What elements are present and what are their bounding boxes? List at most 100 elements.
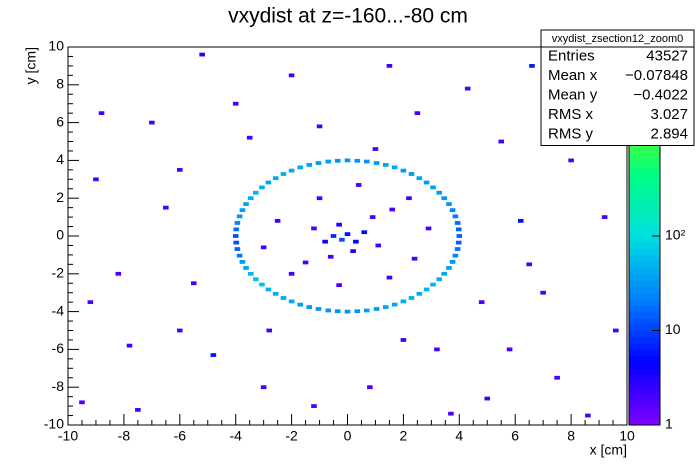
bin-cell	[288, 168, 295, 173]
bin-cell	[411, 256, 418, 261]
color-bar-step	[629, 191, 660, 199]
x-tick-label: 2	[400, 428, 408, 444]
color-bar-step	[629, 254, 660, 262]
bin-cell	[259, 282, 265, 287]
bin-cell	[334, 309, 341, 314]
bin-cell	[464, 86, 471, 91]
stats-value: 2.894	[650, 126, 688, 143]
bin-cell	[430, 282, 436, 287]
color-bar-step	[629, 355, 660, 363]
bin-cell	[265, 287, 272, 292]
color-bar-step	[629, 273, 660, 281]
bin-cell	[373, 161, 380, 165]
x-axis-label: x [cm]	[590, 442, 627, 458]
color-bar-step	[629, 330, 660, 338]
bin-cell	[126, 343, 133, 348]
color-bar-step	[629, 406, 660, 413]
x-tick-label: -6	[174, 428, 187, 444]
bin-cell	[448, 411, 454, 416]
bin-cell	[540, 290, 546, 295]
bin-cell	[247, 271, 254, 276]
color-bar-step	[629, 217, 660, 224]
bin-cell	[311, 404, 317, 408]
bin-cell	[265, 180, 272, 185]
color-bar-step	[629, 154, 660, 161]
bin-cell	[441, 196, 448, 201]
bin-cell	[79, 400, 85, 405]
y-tick-label: 4	[56, 151, 64, 167]
bin-cell	[344, 232, 351, 236]
color-bar-step	[629, 267, 660, 275]
x-tick-label: -10	[58, 428, 78, 444]
bin-cell	[272, 291, 279, 296]
bin-cell	[243, 266, 249, 270]
color-bar-step	[629, 236, 660, 243]
color-bar-step	[629, 173, 660, 180]
bin-cell	[423, 287, 430, 292]
x-tick-label: 8	[567, 428, 575, 444]
bin-cell	[322, 239, 328, 244]
bin-cell	[210, 353, 217, 357]
bin-cell	[288, 271, 295, 276]
bin-cell	[408, 172, 415, 176]
bin-cell	[452, 253, 459, 258]
color-bar-step	[629, 292, 660, 300]
bin-cell	[232, 234, 239, 238]
bin-cell	[259, 185, 265, 190]
bin-cell	[568, 158, 574, 163]
bin-cell	[517, 218, 524, 223]
color-bar-step	[629, 242, 660, 250]
color-bar-step	[629, 374, 660, 382]
color-bar-step	[629, 399, 660, 407]
bin-cell	[430, 185, 436, 190]
color-bar-step	[629, 343, 660, 350]
bin-cell	[288, 73, 295, 78]
bin-cell	[400, 168, 407, 173]
bin-cell	[441, 271, 448, 276]
bin-cell	[177, 167, 183, 172]
bin-cell	[373, 307, 380, 311]
color-bar-step	[629, 336, 660, 344]
bin-cell	[315, 307, 322, 311]
bin-cell	[454, 221, 461, 225]
bin-cell	[434, 347, 440, 352]
bin-cell	[344, 158, 351, 163]
color-bar-step	[629, 280, 660, 287]
bin-cell	[601, 215, 608, 219]
y-tick-label: -4	[52, 302, 65, 318]
bin-cell	[456, 234, 463, 238]
stats-label: Entries	[548, 48, 595, 65]
stats-value: −0.4022	[633, 87, 688, 104]
z-tick-label: 10²	[665, 227, 686, 243]
bin-cell	[280, 296, 287, 300]
color-bar-step	[629, 305, 660, 313]
bin-cell	[233, 227, 240, 232]
bin-cell	[372, 147, 379, 151]
color-bar-step	[629, 317, 660, 325]
color-bar-step	[629, 362, 660, 369]
bin-cell	[449, 208, 456, 212]
bin-cell	[93, 177, 99, 182]
y-tick-label: -6	[52, 340, 65, 356]
bin-cell	[386, 275, 393, 280]
bin-cell	[344, 309, 351, 314]
x-tick-label: -8	[118, 428, 131, 444]
bin-cell	[288, 299, 295, 304]
y-tick-label: -10	[44, 416, 64, 432]
y-tick-label: -2	[52, 265, 65, 281]
color-bar-step	[629, 387, 660, 394]
color-bar-step	[629, 160, 660, 168]
color-bar-step	[629, 198, 660, 205]
y-axis-label: y [cm]	[23, 47, 39, 84]
bin-cell	[361, 230, 368, 235]
bin-cell	[436, 277, 442, 282]
bin-cell	[336, 222, 342, 227]
bin-cell	[236, 253, 243, 258]
bin-cell	[400, 338, 407, 342]
bin-cell	[406, 196, 412, 201]
color-bar-step	[629, 286, 660, 294]
bin-cell	[498, 139, 505, 144]
bin-cell	[177, 328, 183, 333]
bin-cell	[233, 240, 240, 245]
bin-cell	[260, 245, 267, 250]
